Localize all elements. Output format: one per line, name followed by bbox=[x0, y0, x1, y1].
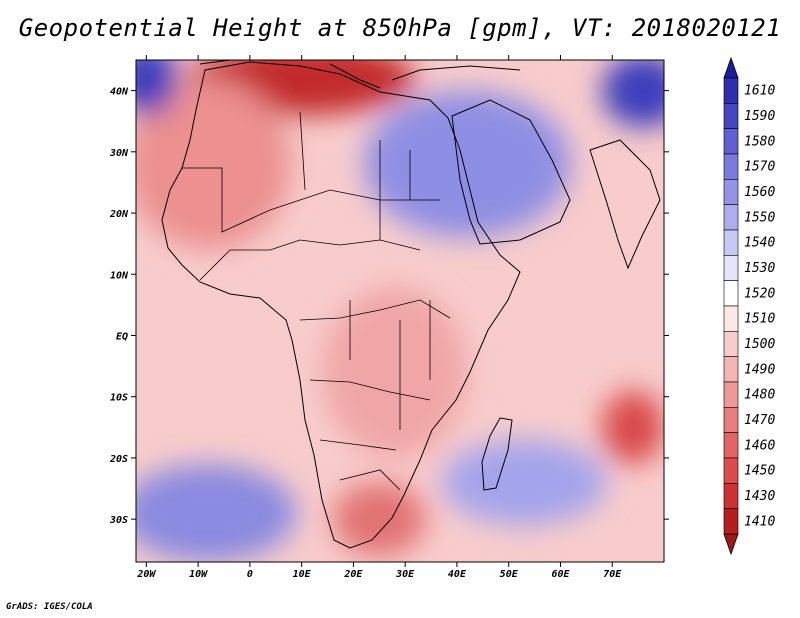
europe-coastline bbox=[199, 60, 521, 89]
field-high-south-atlantic bbox=[136, 464, 297, 562]
lon-tick-label: 10W bbox=[189, 569, 208, 580]
lon-tick-label: 0 bbox=[247, 569, 253, 580]
plot-area bbox=[136, 60, 664, 562]
colorbar-swatch bbox=[723, 381, 739, 408]
colorbar-label: 1470 bbox=[744, 413, 775, 428]
colorbar-label: 1490 bbox=[744, 362, 775, 377]
coastlines bbox=[161, 60, 661, 549]
lat-tick-label: 40N bbox=[110, 87, 129, 98]
colorbar-label: 1450 bbox=[744, 464, 775, 479]
field-low-indian-cyclone bbox=[601, 390, 664, 465]
plot-frame bbox=[135, 59, 665, 563]
colorbar-swatch bbox=[723, 229, 739, 256]
lat-tick-label: 10S bbox=[110, 393, 128, 404]
lon-tick-label: 30E bbox=[395, 569, 415, 580]
lon-tick-label: 50E bbox=[500, 569, 519, 580]
colorbar-max-arrow bbox=[723, 56, 739, 79]
border-line bbox=[309, 379, 431, 401]
colorbar-swatch bbox=[723, 204, 739, 231]
colorbar-label: 1500 bbox=[744, 337, 775, 352]
colorbar-swatch bbox=[723, 280, 739, 307]
colorbar-label: 1410 bbox=[744, 514, 775, 529]
border-line bbox=[299, 111, 411, 240]
colorbar-label: 1550 bbox=[744, 210, 775, 225]
colorbar-min-arrow bbox=[723, 533, 739, 556]
colorbar-swatch bbox=[723, 432, 739, 459]
lon-tick-label: 10E bbox=[293, 569, 312, 580]
colorbar-label: 1480 bbox=[744, 388, 775, 403]
lon-tick-label: 40E bbox=[448, 569, 467, 580]
credit-text: GrADS: IGES/COLA bbox=[6, 602, 93, 612]
colorbar-label: 1590 bbox=[744, 109, 775, 124]
field-low-north-africa bbox=[136, 78, 292, 250]
colorbar-swatch bbox=[723, 407, 739, 433]
colorbar-label: 1530 bbox=[744, 261, 775, 276]
lat-tick-label: 30N bbox=[109, 148, 129, 159]
colorbar-swatch bbox=[723, 179, 739, 205]
colorbar-label: 1610 bbox=[744, 84, 775, 99]
lat-tick-label: 20S bbox=[109, 454, 128, 465]
border-line bbox=[199, 239, 421, 281]
colorbar-swatch bbox=[723, 356, 739, 383]
field-high-arabia bbox=[363, 90, 571, 238]
border-line bbox=[182, 167, 271, 233]
colorbar-swatch bbox=[723, 255, 739, 281]
field-high-north-west bbox=[136, 60, 178, 116]
arabia-coastline bbox=[451, 99, 571, 245]
lon-tick-label: 20W bbox=[136, 569, 156, 580]
colorbar-label: 1460 bbox=[744, 438, 775, 453]
figure-title: Geopotential Height at 850hPa [gpm], VT:… bbox=[18, 14, 782, 42]
colorbar: 1610 1590 1580 1570 1560 1550 1540 1530 1520 1510… bbox=[723, 56, 775, 556]
lat-tick-label: 20N bbox=[109, 209, 129, 220]
field-high-north-east bbox=[601, 60, 664, 128]
border-line bbox=[349, 300, 431, 430]
colorbar-swatch bbox=[723, 153, 739, 180]
colorbar-swatch bbox=[723, 331, 739, 357]
colorbar-swatch bbox=[723, 483, 739, 509]
colorbar-label: 1540 bbox=[744, 236, 775, 251]
lat-tick-label: EQ bbox=[116, 331, 128, 342]
colorbar-swatch bbox=[723, 103, 739, 129]
colorbar-label: 1560 bbox=[744, 185, 775, 200]
country-borders bbox=[182, 111, 451, 491]
field-low-central-africa bbox=[322, 286, 468, 458]
lon-tick-label: 60E bbox=[551, 569, 570, 580]
longitude-axis: 20W 10W 0 10E 20E 30E 40E 50E 60E 70E bbox=[136, 55, 622, 580]
latitude-axis: 40N 30N 20N 10N EQ 10S 20S 30S bbox=[109, 87, 669, 526]
border-line bbox=[319, 439, 401, 491]
colorbar-label: 1520 bbox=[744, 286, 775, 301]
colorbar-label: 1570 bbox=[744, 160, 775, 175]
colorbar-label: 1510 bbox=[744, 312, 775, 327]
madagascar-coastline bbox=[481, 417, 513, 491]
colorbar-label: 1580 bbox=[744, 134, 775, 149]
colorbar-swatch bbox=[723, 77, 739, 104]
lon-tick-label: 20E bbox=[343, 569, 363, 580]
field-high-south-indian bbox=[441, 439, 608, 526]
colorbar-swatch bbox=[723, 508, 739, 535]
lon-tick-label: 70E bbox=[603, 569, 622, 580]
colorbar-label: 1430 bbox=[744, 489, 775, 504]
colorbar-swatch bbox=[723, 128, 739, 155]
colorbar-swatch bbox=[723, 457, 739, 484]
india-coastline bbox=[589, 139, 661, 270]
lat-tick-label: 10N bbox=[110, 270, 129, 281]
colorbar-swatch bbox=[723, 305, 739, 332]
lat-tick-label: 30S bbox=[109, 515, 128, 526]
field-low-southern-africa bbox=[332, 482, 426, 556]
